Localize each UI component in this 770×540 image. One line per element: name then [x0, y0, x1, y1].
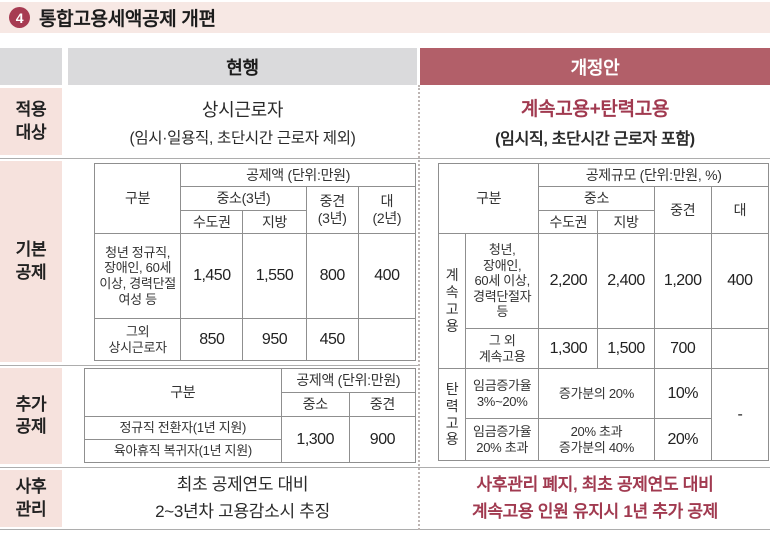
header-large: 대 [710, 186, 770, 234]
header-mid: 중견 [348, 392, 417, 417]
value-mid: 800 [305, 233, 359, 319]
row-category: 임금증가율 20% 초과 [465, 418, 540, 461]
value-mid: 700 [653, 328, 712, 369]
row-divider [0, 158, 770, 159]
current-basic-credit-table: 구분 공제액 (단위:만원) 중소(3년) 중견 (3년) 대 (2년) 수도권… [93, 163, 417, 361]
comparison-table: 적용 대상 기본 공제 추가 공제 사후 관리 현행 개정안 상시근로자 (임시… [0, 48, 770, 530]
column-header-revised: 개정안 [420, 48, 770, 85]
row-label-target: 적용 대상 [0, 88, 62, 155]
table-row: 그외 상시근로자 850 950 450 [93, 318, 417, 361]
revised-post-line1: 사후관리 폐지, 최초 공제연도 대비 [476, 475, 714, 495]
bottom-border [0, 529, 770, 530]
row-label-basic-credit: 기본 공제 [0, 161, 62, 362]
value-rate: 증가분의 20% [538, 368, 655, 419]
header-metro: 수도권 [180, 210, 244, 234]
row-divider [0, 467, 770, 468]
value-metro: 2,200 [538, 233, 599, 329]
value-local: 950 [242, 318, 307, 361]
value-large [710, 328, 770, 369]
value-mid: 10% [653, 368, 712, 419]
value-mid: 1,200 [653, 233, 712, 329]
value-metro: 1,450 [180, 233, 244, 319]
current-post-line2: 2~3년차 고용감소시 추징 [155, 501, 330, 521]
table-row: 육아휴직 복귀자(1년 지원) [84, 439, 416, 463]
header-sme: 중소(3년) [180, 186, 307, 211]
current-target-cell: 상시근로자 (임시·일용직, 초단시간 근로자 제외) [68, 85, 417, 158]
row-category: 그 외 계속고용 [465, 328, 540, 369]
revised-target-cell: 계속고용+탄력고용 (임시직, 초단시간 근로자 포함) [420, 85, 770, 158]
table-row: 청년 정규직, 장애인, 60세 이상, 경력단절 여성 등 1,450 1,5… [93, 233, 417, 319]
header-sme: 중소 [280, 392, 350, 417]
current-post-line1: 최초 공제연도 대비 [176, 475, 309, 495]
value-large: - [710, 368, 770, 461]
value-large [357, 318, 417, 361]
row-category: 청년 정규직, 장애인, 60세 이상, 경력단절 여성 등 [93, 233, 182, 319]
revised-post-management-cell: 사후관리 폐지, 최초 공제연도 대비 계속고용 인원 유지시 1년 추가 공제 [420, 467, 770, 530]
current-post-management-cell: 최초 공제연도 대비 2~3년차 고용감소시 추징 [68, 467, 417, 530]
header-category: 구분 [84, 368, 282, 417]
row-category: 임금증가율 3%~20% [465, 368, 540, 419]
value-large: 400 [710, 233, 770, 329]
table-row: 탄 력 고 용 임금증가율 3%~20% 증가분의 20% 10% - [437, 368, 770, 461]
header-local: 지방 [242, 210, 307, 234]
table-row: 정규직 전환자(1년 지원) 1,300 900 [84, 416, 417, 463]
header-amount: 공제규모 (단위:만원, %) [538, 163, 769, 187]
table-row: 계 속 고 용 청년, 장애인, 60세 이상, 경력단절자 등 2,200 2… [437, 233, 770, 369]
revised-target-note: (임시직, 초단시간 근로자 포함) [495, 131, 695, 148]
title-bar: 4 통합고용세액공제 개편 [0, 2, 770, 33]
value-local: 1,500 [597, 328, 655, 369]
value-mid: 900 [348, 416, 417, 463]
value-sme: 1,300 [280, 416, 350, 463]
header-metro: 수도권 [538, 210, 599, 234]
value-mid: 450 [305, 318, 359, 361]
value-metro: 850 [180, 318, 244, 361]
header-category: 구분 [437, 163, 540, 234]
header-mid: 중견 (3년) [305, 186, 359, 234]
current-additional-credit-table: 구분 공제액 (단위:만원) 중소 중견 정규직 전환자(1년 지원) 1,30… [84, 368, 417, 463]
header-sme: 중소 [538, 186, 655, 211]
group-flexible-employment: 탄 력 고 용 [437, 368, 467, 461]
row-label-post-management: 사후 관리 [0, 470, 62, 527]
row-label-additional-credit: 추가 공제 [0, 368, 62, 464]
header-category: 구분 [93, 163, 182, 234]
revised-post-line2: 계속고용 인원 유지시 1년 추가 공제 [471, 501, 719, 521]
value-mid: 20% [653, 418, 712, 461]
row-divider [0, 365, 419, 366]
header-large: 대 (2년) [357, 186, 417, 234]
group-continued-employment: 계 속 고 용 [437, 233, 467, 369]
page-title: 통합고용세액공제 개편 [39, 9, 216, 30]
current-target-main: 상시근로자 [201, 99, 284, 120]
corner-cell [0, 48, 62, 85]
section-number-badge: 4 [9, 7, 30, 28]
header-mid: 중견 [653, 186, 712, 234]
column-dotted-divider [418, 85, 420, 530]
value-metro: 1,300 [538, 328, 599, 369]
row-category: 육아휴직 복귀자(1년 지원) [84, 439, 282, 463]
header-amount: 공제액 (단위:만원) [280, 368, 417, 393]
revised-target-main: 계속고용+탄력고용 [520, 99, 670, 120]
header-amount: 공제액 (단위:만원) [180, 163, 416, 187]
value-local: 1,550 [242, 233, 307, 319]
value-local: 2,400 [597, 233, 655, 329]
column-header-current: 현행 [68, 48, 417, 85]
table-row: 임금증가율 20% 초과 20% 초과 증가분의 40% 20% [439, 418, 769, 461]
row-category: 그외 상시근로자 [93, 318, 182, 361]
row-category: 청년, 장애인, 60세 이상, 경력단절자 등 [465, 233, 540, 329]
table-row: 그 외 계속고용 1,300 1,500 700 [439, 328, 770, 369]
value-large: 400 [357, 233, 417, 319]
value-rate: 20% 초과 증가분의 40% [538, 418, 655, 461]
current-target-note: (임시·일용직, 초단시간 근로자 제외) [129, 129, 356, 147]
header-local: 지방 [597, 210, 655, 234]
row-category: 정규직 전환자(1년 지원) [84, 416, 282, 440]
revised-credit-table: 구분 공제규모 (단위:만원, %) 중소 중견 대 수도권 지방 계 속 고 … [437, 163, 770, 461]
